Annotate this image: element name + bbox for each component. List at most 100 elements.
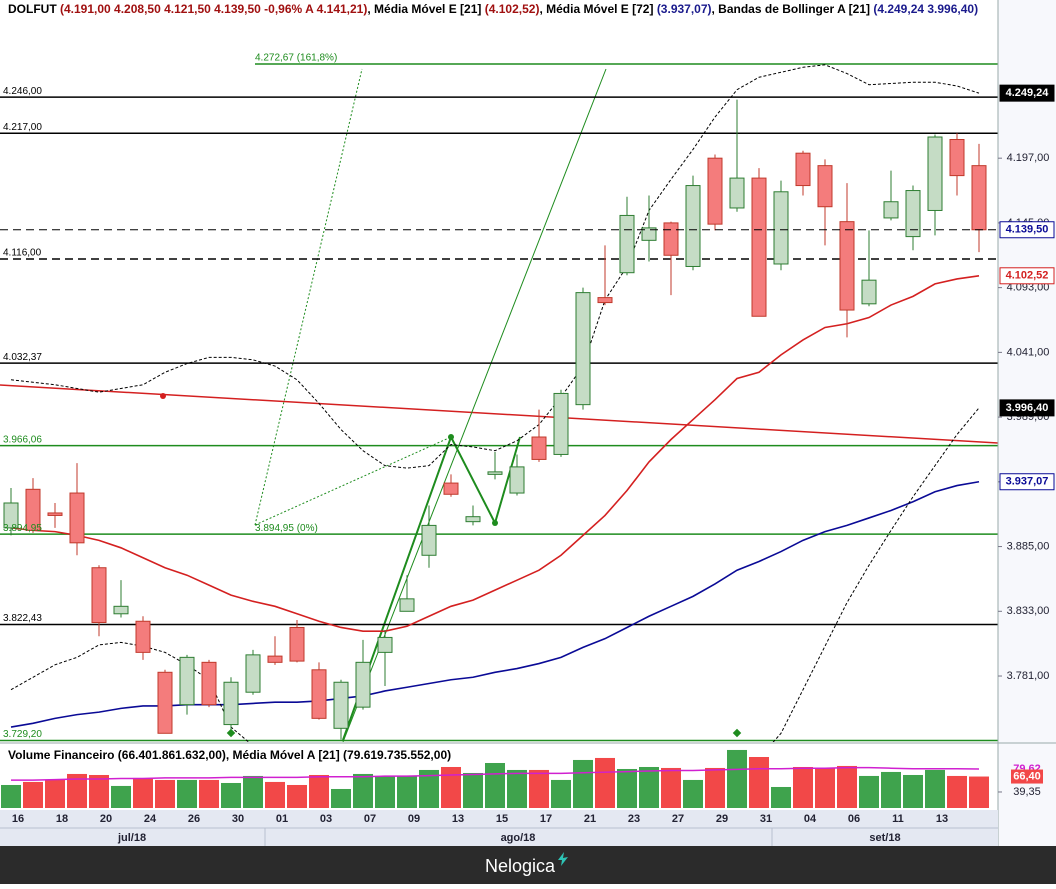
pivot bbox=[448, 434, 454, 440]
chart-header: DOLFUT (4.191,00 4.208,50 4.121,50 4.139… bbox=[8, 2, 978, 16]
volume-bar bbox=[441, 766, 461, 808]
x-tick-label: 16 bbox=[12, 813, 24, 825]
volume-bar bbox=[463, 772, 483, 808]
volume-bar bbox=[947, 775, 967, 808]
volume-bar bbox=[243, 775, 263, 808]
level-label: 3.966,06 bbox=[3, 434, 42, 445]
volume-bar bbox=[67, 773, 87, 808]
value-box bbox=[999, 473, 1055, 491]
header-part: (4.191,00 4.208,50 4.121,50 4.139,50 -0,… bbox=[60, 2, 367, 16]
candle-body bbox=[663, 222, 679, 256]
y-tick-label: 4.041,00 bbox=[1007, 346, 1050, 358]
fib-line bbox=[342, 68, 607, 742]
level-label: 4.032,37 bbox=[3, 352, 42, 363]
volume-header: Volume Financeiro (66.401.861.632,00), M… bbox=[8, 748, 451, 762]
candle-body bbox=[575, 292, 591, 406]
candle-body bbox=[971, 165, 987, 231]
candle-body bbox=[773, 191, 789, 265]
x-tick-label: 29 bbox=[716, 813, 728, 825]
value-box-label: 3.996,40 bbox=[1006, 402, 1049, 414]
candle-body bbox=[949, 139, 965, 177]
level-label: 4.116,00 bbox=[3, 248, 42, 259]
logo: Nelogica bbox=[485, 856, 556, 876]
candle-body bbox=[817, 165, 833, 208]
value-box-label: 4.102,52 bbox=[1006, 270, 1049, 282]
candle-body bbox=[201, 661, 217, 706]
volume-bar bbox=[45, 779, 65, 808]
x-tick-label: 13 bbox=[936, 813, 948, 825]
volume-bar bbox=[793, 766, 813, 808]
candle-body bbox=[25, 488, 41, 531]
candle-body bbox=[927, 136, 943, 211]
volume-bar bbox=[749, 756, 769, 808]
x-tick-label: 21 bbox=[584, 813, 596, 825]
header-part: DOLFUT bbox=[8, 2, 60, 16]
volume-bar bbox=[661, 767, 681, 808]
volume-bar bbox=[133, 777, 153, 808]
fib-label: 3.894,95 (0%) bbox=[255, 523, 318, 534]
level-label: 3.822,43 bbox=[3, 613, 42, 624]
volume-bar bbox=[969, 776, 989, 808]
value-box bbox=[999, 84, 1055, 102]
x-tick-label: 03 bbox=[320, 813, 332, 825]
volume-bar bbox=[595, 757, 615, 808]
price-panel bbox=[0, 63, 998, 742]
right-axis bbox=[998, 0, 1056, 846]
x-tick-label: 17 bbox=[540, 813, 552, 825]
candle-body bbox=[795, 152, 811, 187]
x-tick-label: 27 bbox=[672, 813, 684, 825]
value-box-label: 3.937,07 bbox=[1006, 476, 1049, 488]
candle-body bbox=[905, 190, 921, 238]
volume-bar bbox=[507, 769, 527, 808]
header-part: (4.102,52) bbox=[485, 2, 540, 16]
candle-body bbox=[509, 466, 525, 494]
value-box bbox=[999, 399, 1055, 417]
overlay-line bbox=[10, 274, 980, 633]
candle-body bbox=[839, 221, 855, 311]
x-tick-label: 09 bbox=[408, 813, 420, 825]
volume-bar bbox=[199, 779, 219, 808]
trend-line bbox=[0, 384, 998, 444]
candle-body bbox=[355, 661, 371, 708]
candle-body bbox=[487, 471, 503, 475]
header-part: (3.937,07) bbox=[657, 2, 712, 16]
overlay-line bbox=[10, 64, 980, 469]
volume-bar bbox=[375, 775, 395, 808]
volume-bar bbox=[903, 774, 923, 808]
y-tick-label: 3.885,00 bbox=[1007, 540, 1050, 552]
month-label: ago/18 bbox=[501, 832, 536, 844]
candle-body bbox=[729, 177, 745, 209]
candle-body bbox=[553, 392, 569, 455]
volume-bar bbox=[859, 775, 879, 808]
x-tick-label: 06 bbox=[848, 813, 860, 825]
y-tick-label: 4.197,00 bbox=[1007, 152, 1050, 164]
x-tick-label: 20 bbox=[100, 813, 112, 825]
volume-ma bbox=[11, 766, 980, 781]
x-tick-label: 11 bbox=[892, 813, 904, 825]
pivot bbox=[492, 520, 498, 526]
value-box bbox=[999, 221, 1055, 239]
header-part: , Média Móvel E [72] bbox=[539, 2, 656, 16]
volume-bar bbox=[177, 779, 197, 808]
candle-body bbox=[157, 671, 173, 734]
candle-body bbox=[267, 655, 283, 663]
volume-bar bbox=[639, 766, 659, 808]
volume-bar bbox=[485, 762, 505, 808]
volume-bar bbox=[925, 769, 945, 808]
volume-bar bbox=[353, 773, 373, 808]
x-tick-label: 30 bbox=[232, 813, 244, 825]
volume-bar bbox=[529, 769, 549, 808]
volume-bar bbox=[89, 774, 109, 808]
zigzag bbox=[342, 434, 521, 741]
candle-body bbox=[883, 201, 899, 219]
volume-bar bbox=[155, 779, 175, 808]
x-tick-label: 23 bbox=[628, 813, 640, 825]
volume-bar bbox=[881, 771, 901, 808]
volume-bar bbox=[573, 759, 593, 808]
candle-body bbox=[619, 214, 635, 274]
candle-body bbox=[69, 492, 85, 544]
volume-bar bbox=[309, 774, 329, 808]
header-part: , Média Móvel E [21] bbox=[367, 2, 484, 16]
candle-body bbox=[421, 524, 437, 556]
